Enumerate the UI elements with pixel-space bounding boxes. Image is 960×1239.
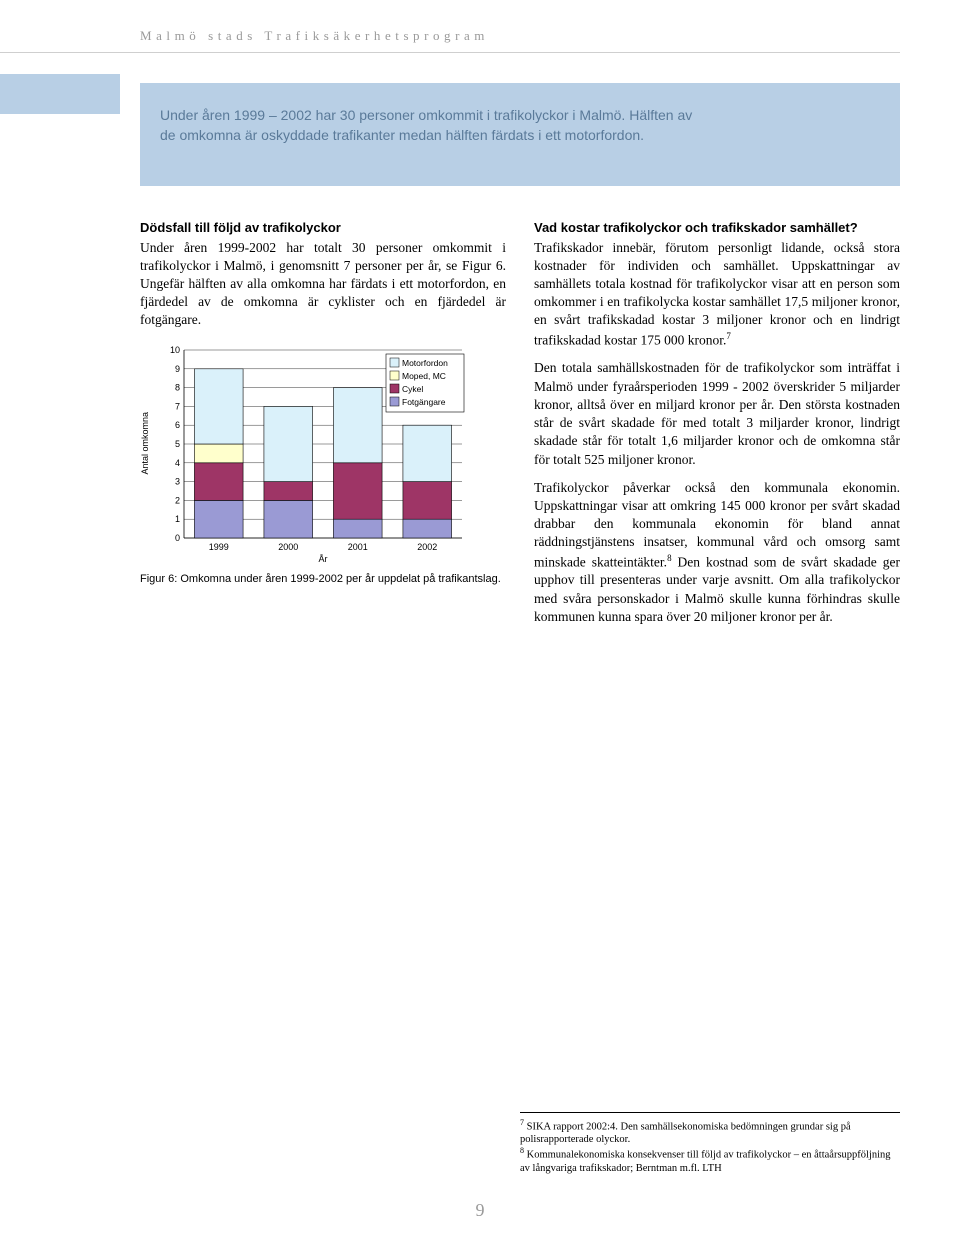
svg-text:0: 0 bbox=[175, 533, 180, 543]
footnote-8: 8 Kommunalekonomiska konsekvenser till f… bbox=[520, 1146, 900, 1175]
svg-text:6: 6 bbox=[175, 420, 180, 430]
footnote-8-text: Kommunalekonomiska konsekvenser till föl… bbox=[520, 1150, 891, 1174]
svg-text:Moped, MC: Moped, MC bbox=[402, 371, 446, 381]
svg-text:7: 7 bbox=[175, 401, 180, 411]
right-p2: Den totala samhällskostnaden för de traf… bbox=[534, 359, 900, 468]
left-paragraph: Under åren 1999-2002 har totalt 30 perso… bbox=[140, 239, 506, 330]
svg-text:Fotgängare: Fotgängare bbox=[402, 397, 446, 407]
y-axis-label: Antal omkomna bbox=[140, 412, 150, 495]
stacked-bar-chart: 0 1 2 3 4 5 6 7 8 9 10 1999 2000 2001 2002 År Motorfordo… bbox=[156, 344, 466, 564]
svg-text:2000: 2000 bbox=[278, 542, 298, 552]
svg-text:2002: 2002 bbox=[417, 542, 437, 552]
side-tab bbox=[0, 74, 120, 114]
svg-text:3: 3 bbox=[175, 476, 180, 486]
svg-text:4: 4 bbox=[175, 457, 180, 467]
svg-text:År: År bbox=[319, 554, 328, 564]
svg-text:2: 2 bbox=[175, 495, 180, 505]
svg-text:1999: 1999 bbox=[209, 542, 229, 552]
header-rule bbox=[0, 52, 900, 53]
svg-text:Cykel: Cykel bbox=[402, 384, 423, 394]
hero-text: Under åren 1999 – 2002 har 30 personer o… bbox=[160, 105, 700, 146]
svg-text:1: 1 bbox=[175, 514, 180, 524]
chart-container: Antal omkomna 0 1 2 3 4 5 6 7 8 9 10 1999 2000 2001 20… bbox=[140, 344, 506, 564]
svg-text:Motorfordon: Motorfordon bbox=[402, 358, 448, 368]
svg-text:2001: 2001 bbox=[348, 542, 368, 552]
right-p1: Trafikskador innebär, förutom personligt… bbox=[534, 239, 900, 350]
chart-caption: Figur 6: Omkomna under åren 1999-2002 pe… bbox=[140, 572, 506, 586]
page: Malmö stads Trafiksäkerhetsprogram Under… bbox=[0, 0, 960, 1239]
svg-text:5: 5 bbox=[175, 439, 180, 449]
left-column: Dödsfall till följd av trafikolyckor Und… bbox=[140, 220, 506, 636]
svg-text:10: 10 bbox=[170, 345, 180, 355]
footnote-7: 7 SIKA rapport 2002:4. Den samhällsekono… bbox=[520, 1118, 900, 1147]
svg-text:9: 9 bbox=[175, 363, 180, 373]
right-column: Vad kostar trafikolyckor och trafikskado… bbox=[534, 220, 900, 636]
right-p3: Trafikolyckor påverkar också den kommuna… bbox=[534, 479, 900, 626]
page-number: 9 bbox=[476, 1200, 485, 1221]
right-section-title: Vad kostar trafikolyckor och trafikskado… bbox=[534, 220, 900, 235]
right-p1-text: Trafikskador innebär, förutom personligt… bbox=[534, 240, 900, 348]
content-columns: Dödsfall till följd av trafikolyckor Und… bbox=[0, 220, 960, 636]
footnote-ref-7: 7 bbox=[726, 331, 731, 341]
svg-text:8: 8 bbox=[175, 382, 180, 392]
footnotes: 7 SIKA rapport 2002:4. Den samhällsekono… bbox=[520, 1112, 900, 1176]
hero-callout: Under åren 1999 – 2002 har 30 personer o… bbox=[140, 83, 900, 186]
footnote-7-text: SIKA rapport 2002:4. Den samhällsekonomi… bbox=[520, 1121, 851, 1145]
left-section-title: Dödsfall till följd av trafikolyckor bbox=[140, 220, 506, 235]
running-header: Malmö stads Trafiksäkerhetsprogram bbox=[0, 0, 960, 52]
